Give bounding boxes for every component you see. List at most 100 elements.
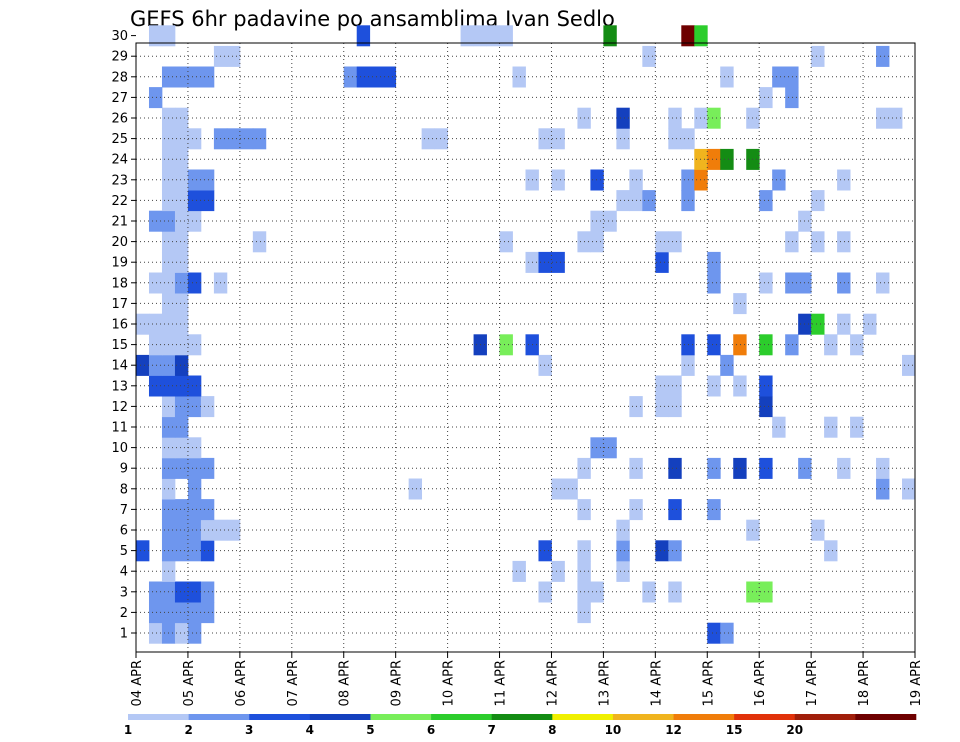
heatmap-cell <box>811 231 825 253</box>
heatmap-cell <box>824 540 838 562</box>
x-tick-label: 05 APR <box>182 660 197 706</box>
heatmap-cell <box>655 375 669 397</box>
heatmap-cell <box>733 457 747 479</box>
heatmap-cell <box>226 128 241 150</box>
heatmap-cell <box>837 272 851 294</box>
heatmap-cell <box>174 251 189 273</box>
heatmap-cell <box>473 25 487 47</box>
x-tick-label: 16 APR <box>753 660 768 706</box>
heatmap-cell <box>174 375 189 397</box>
y-axis-ticks: 1234567891011121314151617181920212223242… <box>111 29 136 642</box>
heatmap-cell <box>564 478 578 500</box>
x-tick-label: 14 APR <box>649 660 664 706</box>
heatmap-cell <box>187 519 202 541</box>
y-tick-label: 2 <box>120 606 128 621</box>
legend-label: 2 <box>184 723 192 737</box>
heatmap-cell <box>681 169 695 191</box>
heatmap-cell <box>642 45 656 67</box>
heatmap-cell <box>759 375 773 397</box>
heatmap-cell <box>148 272 163 294</box>
heatmap-cell <box>148 87 163 109</box>
heatmap-cell <box>226 45 241 67</box>
heatmap-cell <box>551 169 565 191</box>
heatmap-cell <box>187 272 202 294</box>
heatmap-cell <box>136 354 150 376</box>
heatmap-cell <box>486 25 500 47</box>
heatmap-cell <box>200 457 215 479</box>
heatmap-cell <box>590 210 604 232</box>
heatmap-cell <box>772 66 786 88</box>
x-tick-label: 13 APR <box>597 660 612 706</box>
plot-frame <box>135 42 916 653</box>
heatmap-cell <box>590 581 604 603</box>
x-tick-label: 06 APR <box>234 660 249 706</box>
heatmap-cell <box>174 169 189 191</box>
y-tick-label: 5 <box>120 544 128 559</box>
heatmap-cell <box>148 354 163 376</box>
heatmap-cell <box>148 581 163 603</box>
heatmap-cell <box>499 334 513 356</box>
heatmap-cell <box>174 107 189 129</box>
heatmap-cell <box>187 478 202 500</box>
heatmap-cell <box>668 231 682 253</box>
heatmap-cell <box>174 190 189 212</box>
heatmap-cell <box>616 519 630 541</box>
heatmap-cell <box>876 272 890 294</box>
heatmap-cell <box>200 169 215 191</box>
heatmap-cell <box>655 231 669 253</box>
legend-swatch <box>794 714 856 720</box>
heatmap-cell <box>837 313 851 335</box>
x-tick-label: 17 APR <box>805 660 820 706</box>
y-tick-label: 9 <box>120 462 128 477</box>
heatmap-cell <box>512 66 526 88</box>
legend-swatch <box>734 714 796 720</box>
heatmap-cell <box>668 396 682 418</box>
heatmap-cell <box>174 272 189 294</box>
y-tick-label: 8 <box>120 482 128 497</box>
heatmap-cell <box>590 437 604 459</box>
x-tick-label: 04 APR <box>130 660 145 706</box>
heatmap-cell <box>707 148 721 170</box>
heatmap-cell <box>824 334 838 356</box>
y-tick-label: 27 <box>111 91 128 106</box>
heatmap-cell <box>837 457 851 479</box>
heatmap-cell <box>408 478 423 500</box>
heatmap-cell <box>772 416 786 438</box>
heatmap-cell <box>707 107 721 129</box>
heatmap-cell <box>811 313 825 335</box>
heatmap-cell <box>837 231 851 253</box>
heatmap-cell <box>148 602 163 624</box>
heatmap-cell <box>863 313 877 335</box>
heatmap-cell <box>681 354 695 376</box>
x-axis-labels: 04 APR 05 APR 06 APR 07 APR 08 APR 09 APR 10 A… <box>130 652 924 706</box>
heatmap-cell <box>187 169 202 191</box>
heatmap-cell <box>759 87 773 109</box>
heatmap-cell <box>239 128 254 150</box>
heatmap-cell <box>603 25 617 47</box>
heatmap-cell <box>499 25 513 47</box>
heatmap-cell <box>616 540 630 562</box>
x-tick-label: 15 APR <box>701 660 716 706</box>
y-tick-label: 29 <box>111 50 128 65</box>
heatmap-cell <box>174 128 189 150</box>
heatmap-cell <box>681 190 695 212</box>
heatmap-cell <box>174 622 189 644</box>
legend-swatch <box>188 714 250 720</box>
heatmap-cell <box>148 210 163 232</box>
y-tick-label: 7 <box>120 503 128 518</box>
x-tick-label: 18 APR <box>857 660 872 706</box>
legend-label: 7 <box>488 723 496 737</box>
heatmap-cell <box>603 210 617 232</box>
heatmap-cell <box>538 128 552 150</box>
heatmap-cell <box>434 128 448 150</box>
heatmap-cell <box>343 66 358 88</box>
heatmap-cell <box>187 210 202 232</box>
heatmap-cell <box>174 581 189 603</box>
heatmap-cell <box>720 66 734 88</box>
heatmap-cell <box>616 128 630 150</box>
heatmap-cell <box>356 66 371 88</box>
heatmap-cell <box>174 457 189 479</box>
legend-swatch <box>249 714 311 720</box>
heatmap-cell <box>707 251 721 273</box>
